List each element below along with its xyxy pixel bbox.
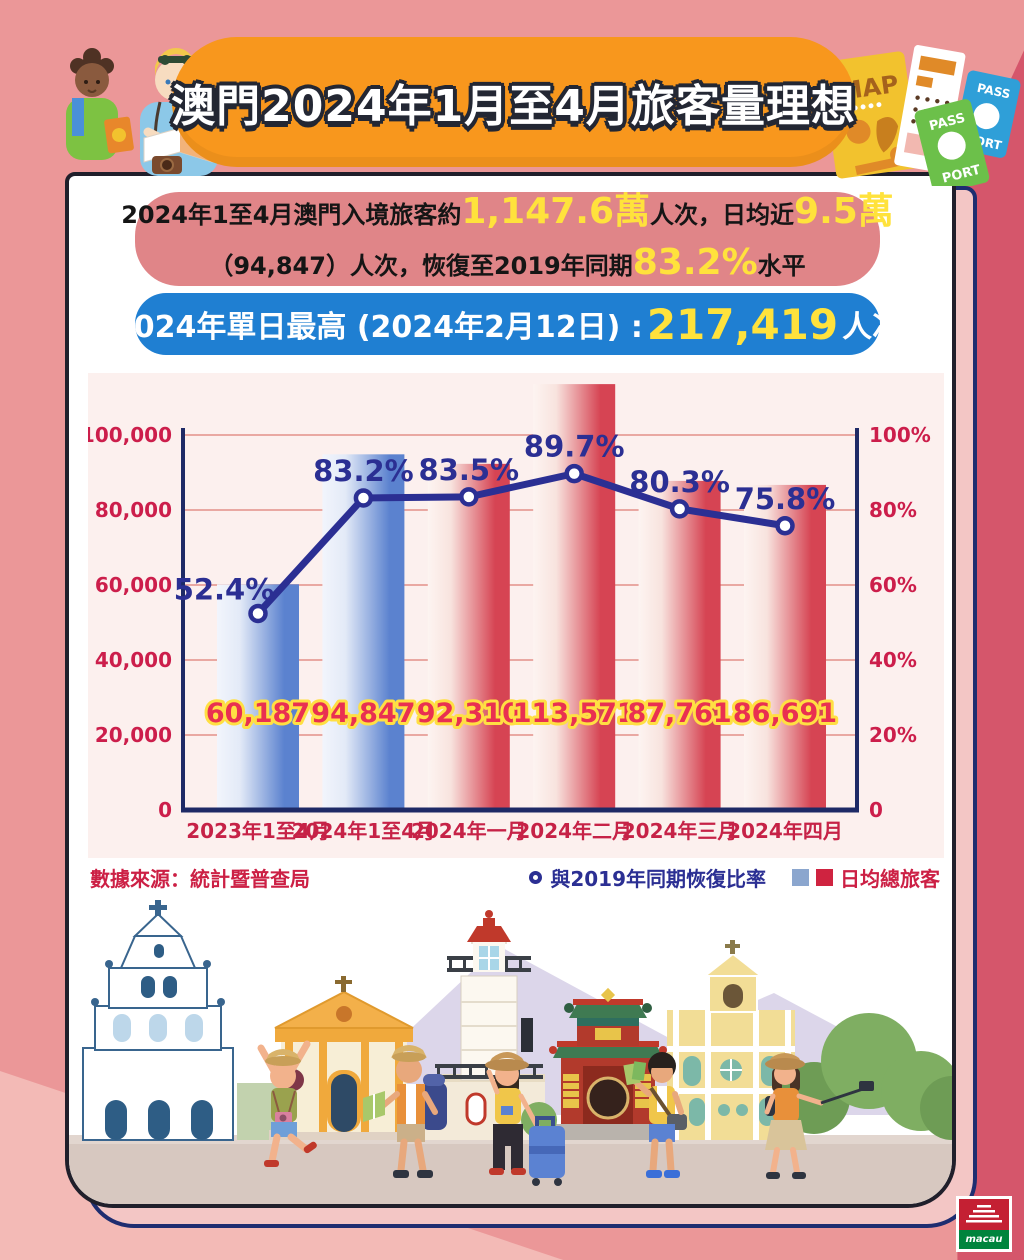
summary-value-daily: 9.5萬 — [794, 191, 894, 232]
traveller1-head — [75, 63, 109, 97]
line-value-label: 83.5% — [418, 453, 519, 487]
highlight-suffix: 人次 — [842, 310, 903, 345]
bar-value-label: 113,571 — [513, 698, 636, 729]
line-value-label: 83.2% — [313, 454, 414, 488]
line-value-label: 89.7% — [524, 430, 625, 464]
left-tick-label: 100,000 — [88, 423, 172, 447]
st-pauls-ruins — [82, 900, 289, 1141]
recovery-line — [254, 470, 789, 617]
line-marker-icon — [529, 870, 543, 884]
summary-text: 2024年1至4月澳門入境旅客約 — [121, 201, 462, 229]
summary-text: 水平 — [757, 252, 806, 280]
logo-text: macau — [965, 1233, 1003, 1245]
bar-2 — [427, 463, 510, 810]
line-marker — [459, 487, 479, 507]
legend-bar-label: 日均總旅客 — [840, 866, 940, 891]
bar-5 — [744, 484, 826, 810]
x-axis-label: 2024年一月 — [411, 819, 527, 843]
x-axis-label: 2024年四月 — [727, 819, 843, 843]
summary-line2: （94,847）人次，恢復至2019年同期83.2%水平 — [209, 239, 805, 290]
legend-line-series: 與2019年同期恢復比率 — [529, 863, 766, 892]
x-axis-label: 2024年1至4月 — [292, 819, 436, 843]
bar-3 — [533, 384, 616, 810]
page-title: 澳門2024年1月至4月旅客量理想 — [171, 81, 856, 132]
main-card: 2024年1至4月澳門入境旅客約1,147.6萬人次，日均近9.5萬 （94,8… — [65, 172, 956, 1208]
left-tick-label: 40,000 — [95, 648, 172, 672]
bar-value-label: 92,310 — [417, 698, 521, 729]
source-legend-row: 數據來源：統計暨普查局 與2019年同期恢復比率 日均總旅客 — [90, 862, 940, 892]
macau-tourism-logo: macau — [956, 1196, 1012, 1252]
legend-line-label: 與2019年同期恢復比率 — [550, 866, 766, 891]
tourist-jumping-woman — [257, 1040, 317, 1167]
right-tick-label: 60% — [869, 573, 917, 597]
data-source: 數據來源：統計暨普查局 — [90, 866, 310, 891]
camera-icon — [152, 156, 182, 174]
bar-value-label: 94,847 — [311, 698, 415, 729]
left-tick-label: 80,000 — [95, 498, 172, 522]
left-tick-label: 20,000 — [95, 723, 172, 747]
summary-value-recovery: 83.2% — [632, 242, 758, 283]
left-tick-label: 0 — [158, 798, 172, 822]
logo-facade-icon — [966, 1205, 1002, 1223]
tourist-selfie-woman — [764, 1053, 874, 1179]
chart-legend: 與2019年同期恢復比率 日均總旅客 — [529, 863, 940, 892]
right-tick-label: 100% — [869, 423, 931, 447]
x-axis-label: 2023年1至4月 — [186, 819, 330, 843]
macau-skyline-illustration — [69, 900, 952, 1204]
x-axis-label: 2024年二月 — [516, 819, 632, 843]
x-axis-label: 2024年三月 — [622, 819, 738, 843]
line-marker — [353, 488, 374, 508]
right-tick-label: 40% — [869, 648, 917, 672]
summary-text: （94,847）人次，恢復至2019年同期 — [209, 252, 633, 280]
right-tick-label: 0 — [869, 798, 883, 822]
title-banner: 澳門2024年1月至4月旅客量理想 — [171, 37, 856, 167]
visitors-chart: 0 20,000 40,000 60,000 80,000 100,000 0 20% 40% 6… — [88, 384, 931, 843]
bar-value-label: 87,761 — [627, 698, 731, 729]
highlight-value: 217,419 — [646, 299, 839, 349]
blue-square-icon — [792, 868, 809, 886]
right-tick-label: 20% — [869, 723, 917, 747]
line-value-label: 52.4% — [174, 573, 275, 607]
summary-value-total: 1,147.6萬 — [461, 191, 651, 232]
summary-line1: 2024年1至4月澳門入境旅客約1,147.6萬人次，日均近9.5萬 — [121, 188, 894, 239]
summary-box: 2024年1至4月澳門入境旅客約1,147.6萬人次，日均近9.5萬 （94,8… — [121, 191, 894, 286]
a-ma-temple — [549, 987, 667, 1140]
passport-green-illustration: PASS PORT — [914, 99, 990, 186]
passport-illustration — [104, 116, 134, 154]
line-value-label: 80.3% — [629, 465, 730, 499]
line-marker — [564, 463, 584, 484]
tourist-suitcase-woman — [485, 1052, 565, 1186]
line-marker — [669, 499, 690, 519]
bar-value-label: 86,691 — [733, 698, 837, 729]
line-marker — [775, 516, 795, 536]
legend-bar-series: 日均總旅客 — [792, 863, 940, 892]
left-tick-label: 60,000 — [95, 573, 172, 597]
summary-text: 人次，日均近 — [650, 201, 795, 229]
passport-pass-label: PASS — [976, 81, 1012, 102]
tourist-map-man — [623, 1052, 687, 1178]
chart-panel: 0 20,000 40,000 60,000 80,000 100,000 0 20% 40% 6… — [88, 373, 944, 858]
highlight-label: 2024年單日最高 (2024年2月12日) : — [112, 310, 643, 345]
red-square-icon — [816, 868, 833, 886]
bar-1 — [322, 454, 405, 810]
line-value-label: 75.8% — [735, 482, 836, 516]
bar-value-label: 60,187 — [206, 698, 310, 729]
highlight-box: 2024年單日最高 (2024年2月12日) : 217,419 人次 — [113, 293, 902, 355]
right-tick-label: 80% — [869, 498, 917, 522]
line-marker — [248, 603, 268, 624]
suitcase-illustration — [529, 1116, 565, 1186]
bar-4 — [638, 480, 721, 810]
tourist-backpacker-man — [363, 1045, 447, 1178]
